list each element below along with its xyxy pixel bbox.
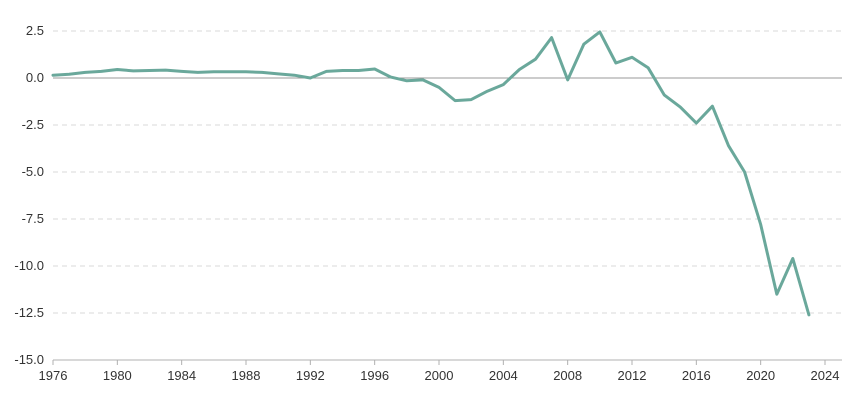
y-tick-label: -7.5	[22, 211, 44, 226]
y-tick-label: -10.0	[14, 258, 44, 273]
x-tick-labels: 1976 1980 1984 1988 1992 1996 2000 2004 2008 2012…	[39, 368, 840, 383]
x-tick-label: 1980	[103, 368, 132, 383]
x-tick-label: 1984	[167, 368, 196, 383]
x-tick-label: 1988	[232, 368, 261, 383]
axes	[52, 77, 842, 365]
x-tick-label: 2004	[489, 368, 518, 383]
y-tick-label: -2.5	[22, 117, 44, 132]
x-tick-label: 2012	[618, 368, 647, 383]
y-tick-label: -12.5	[14, 305, 44, 320]
y-tick-label: -5.0	[22, 164, 44, 179]
x-tick-label: 2000	[425, 368, 454, 383]
x-tick-label: 1996	[360, 368, 389, 383]
y-tick-labels: 2.5 0.0 -2.5 -5.0 -7.5 -10.0 -12.5 -15.0	[14, 23, 44, 367]
series-layer	[51, 30, 811, 317]
gridlines	[53, 30, 842, 314]
y-tick-label: 2.5	[26, 23, 44, 38]
y-tick-label: -15.0	[14, 352, 44, 367]
x-tick-label: 2016	[682, 368, 711, 383]
x-tick-label: 1976	[39, 368, 68, 383]
x-tick-label: 1992	[296, 368, 325, 383]
series-line	[51, 30, 811, 317]
y-tick-label: 0.0	[26, 70, 44, 85]
x-tick-label: 2024	[811, 368, 840, 383]
x-tick-label: 2008	[553, 368, 582, 383]
x-tick-label: 2020	[746, 368, 775, 383]
